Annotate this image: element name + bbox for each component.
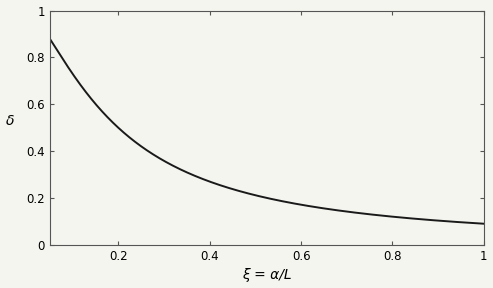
X-axis label: ξ = α/L: ξ = α/L <box>242 268 292 283</box>
Y-axis label: δ: δ <box>5 114 14 128</box>
